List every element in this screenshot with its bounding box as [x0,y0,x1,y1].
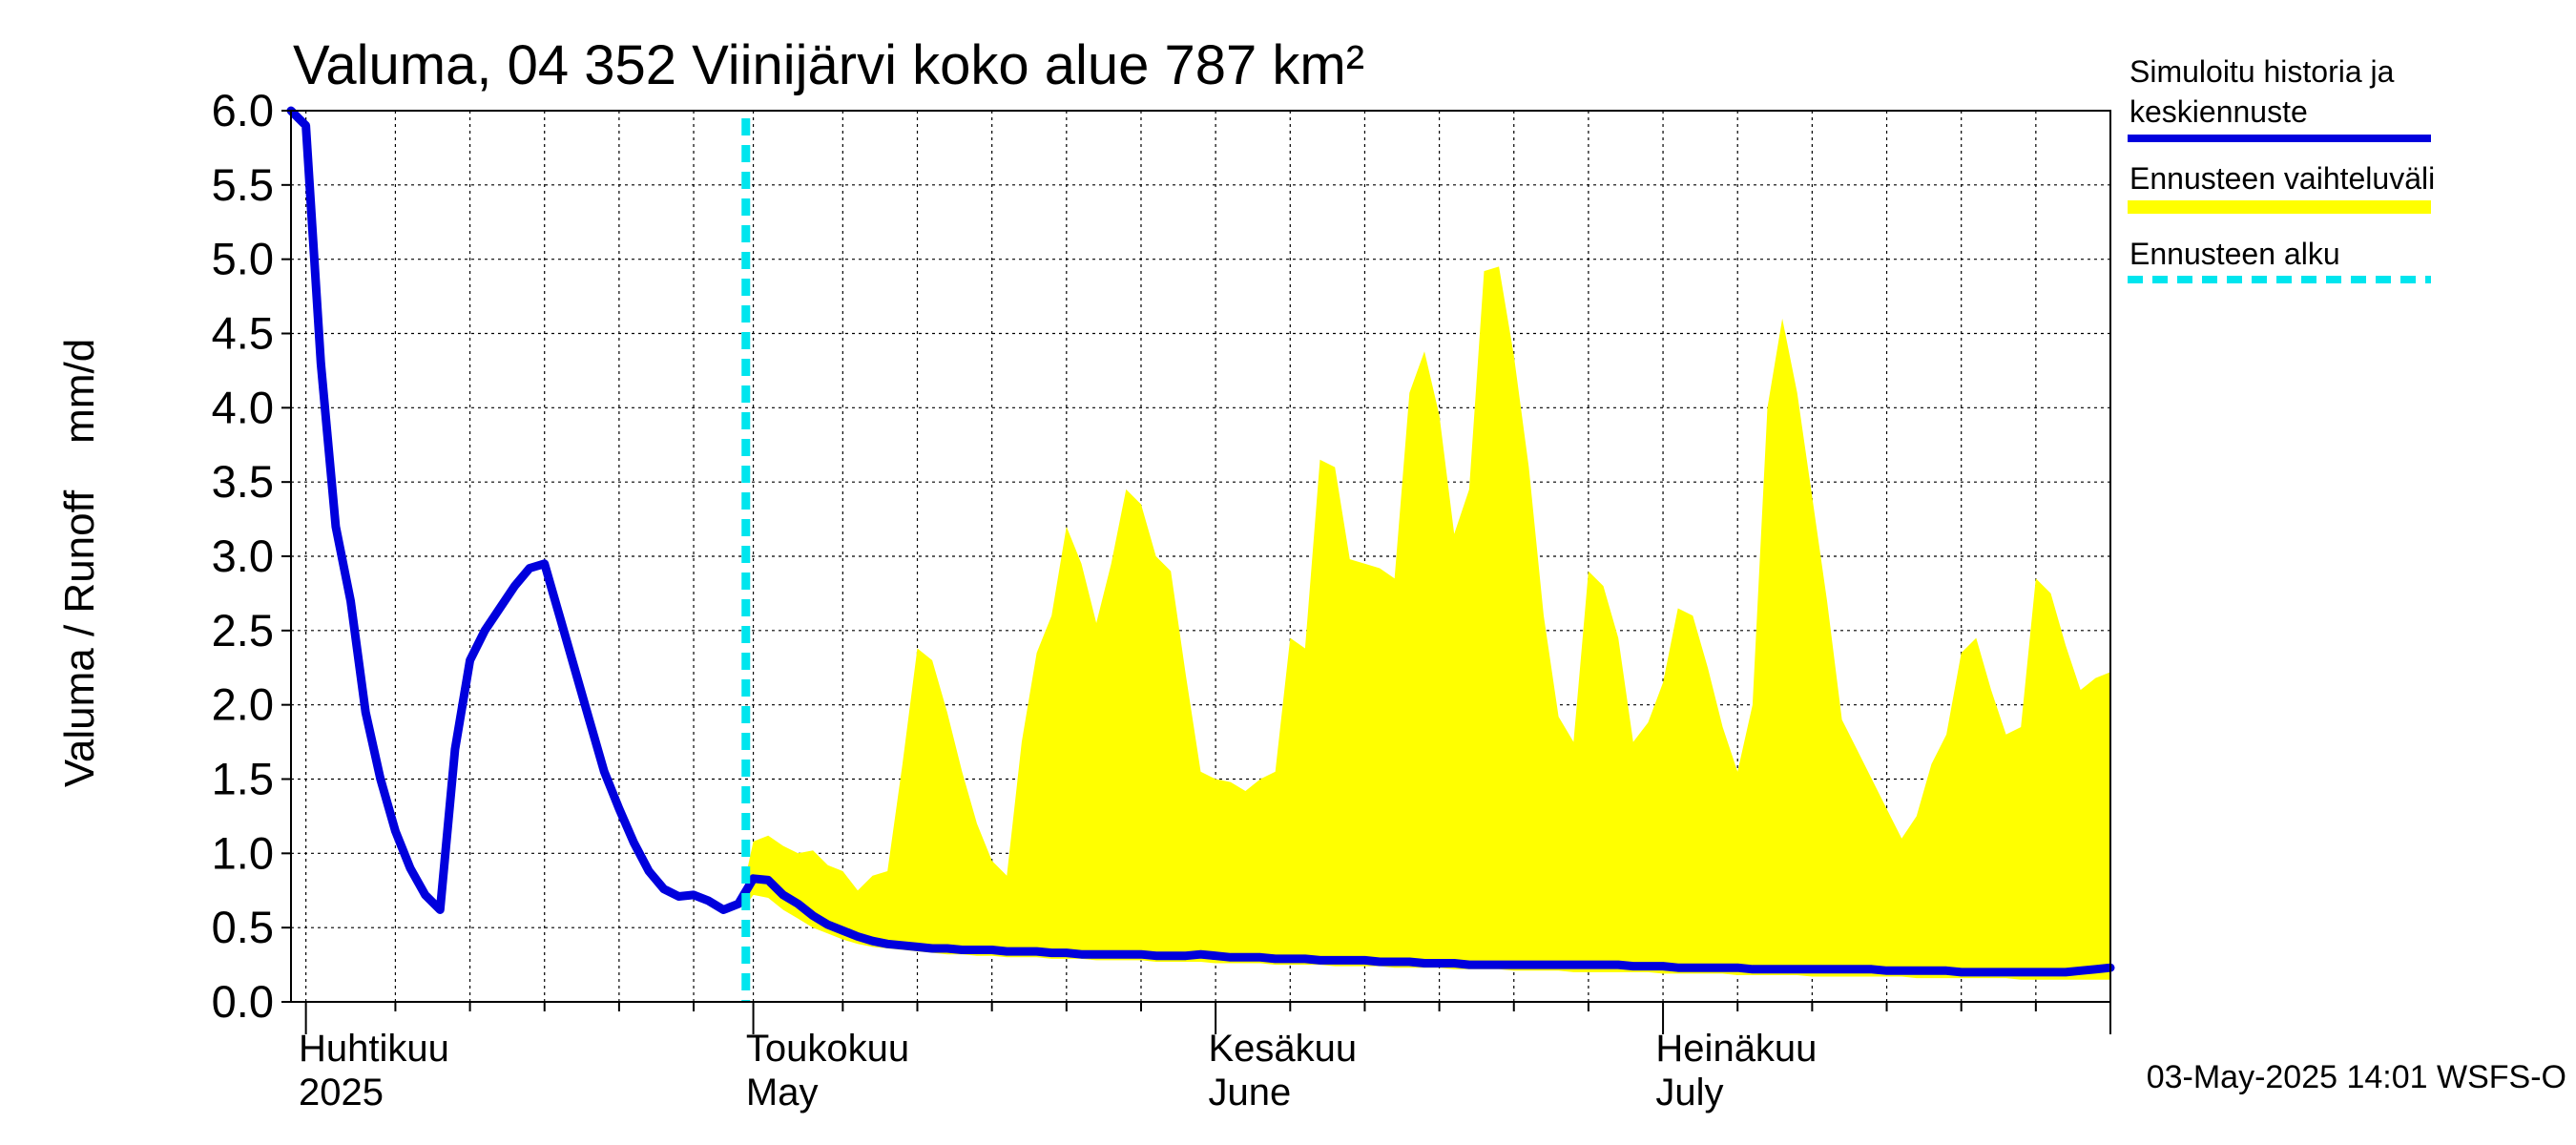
y-tick-label-9: 4.5 [212,308,274,359]
y-axis-label: Valuma / Runoff mm/d [56,339,103,787]
month-label-en-0: 2025 [299,1072,384,1114]
y-tick-label-0: 0.0 [212,976,274,1027]
month-label-en-3: July [1655,1072,1723,1114]
legend-label-median-line1: Simuloitu historia ja [2129,54,2395,89]
y-tick-label-3: 1.5 [212,754,274,804]
month-label-fi-3: Heinäkuu [1655,1028,1817,1070]
chart-title: Valuma, 04 352 Viinijärvi koko alue 787 … [293,34,1364,96]
forecast-range-layer [745,266,2110,980]
legend-label-forecast-start: Ennusteen alku [2129,237,2340,271]
y-tick-label-1: 0.5 [212,902,274,952]
axes [281,110,2111,1034]
month-label-en-1: May [746,1072,819,1114]
y-tick-label-12: 6.0 [212,85,274,135]
legend: Simuloitu historia ja keskiennuste Ennus… [2128,54,2435,283]
y-tick-label-10: 5.0 [212,234,274,284]
y-tick-label-7: 3.5 [212,456,274,507]
y-tick-labels: 0.0 0.5 1.0 1.5 2.0 2.5 3.0 3.5 4.0 4.5 5.0 5.5 6.0 [212,85,274,1027]
y-tick-label-5: 2.5 [212,605,274,656]
y-tick-label-4: 2.0 [212,679,274,730]
legend-label-range: Ennusteen vaihteluväli [2129,161,2435,196]
y-tick-label-2: 1.0 [212,827,274,878]
median-series-line [286,106,2115,977]
month-label-en-2: June [1209,1072,1292,1114]
month-label-fi-0: Huhtikuu [299,1028,449,1070]
footer-timestamp: 03-May-2025 14:01 WSFS-O [2147,1059,2566,1095]
legend-label-median-line2: keskiennuste [2129,94,2308,129]
y-tick-label-6: 3.0 [212,531,274,581]
forecast-range-band [745,266,2110,980]
y-tick-label-11: 5.5 [212,159,274,210]
month-label-fi-1: Toukokuu [746,1028,909,1070]
y-tick-label-8: 4.0 [212,382,274,432]
month-label-fi-2: Kesäkuu [1209,1028,1358,1070]
median-series-layer [286,106,2115,977]
